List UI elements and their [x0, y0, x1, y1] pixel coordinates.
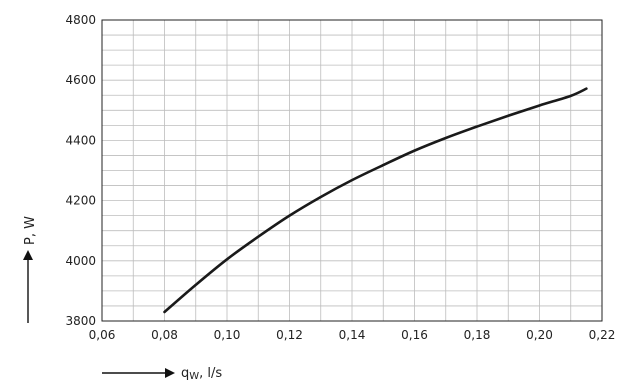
x-tick-label: 0,18 — [464, 328, 491, 342]
y-tick-label: 4200 — [65, 194, 96, 208]
series-layer — [163, 87, 588, 314]
x-axis-label: qW, l/s — [181, 366, 222, 381]
x-tick-label: 0,06 — [89, 328, 116, 342]
series-line — [163, 87, 588, 314]
grid — [102, 20, 602, 321]
x-tick-label: 0,20 — [526, 328, 553, 342]
y-tick-label: 4600 — [65, 73, 96, 87]
x-tick-label: 0,08 — [151, 328, 178, 342]
x-axis-label-main: q — [181, 366, 189, 381]
x-tick-labels: 0,06 0,08 0,10 0,12 0,14 0,16 0,18 0,20 0,22 — [89, 328, 616, 342]
x-axis-label-unit: , l/s — [199, 366, 222, 381]
x-axis-label-sub: W — [189, 371, 199, 381]
x-tick-label: 0,16 — [401, 328, 428, 342]
y-tick-label: 3800 — [65, 314, 96, 328]
x-tick-label: 0,14 — [339, 328, 366, 342]
x-tick-label: 0,12 — [276, 328, 303, 342]
y-axis-label: P, W — [23, 216, 38, 245]
y-tick-label: 4000 — [65, 254, 96, 268]
y-tick-labels: 4800 4600 4400 4200 4000 3800 — [65, 13, 96, 328]
x-tick-label: 0,22 — [589, 328, 616, 342]
plot-frame — [101, 19, 603, 322]
y-tick-label: 4800 — [65, 13, 96, 27]
x-tick-label: 0,10 — [214, 328, 241, 342]
y-tick-label: 4400 — [65, 133, 96, 147]
